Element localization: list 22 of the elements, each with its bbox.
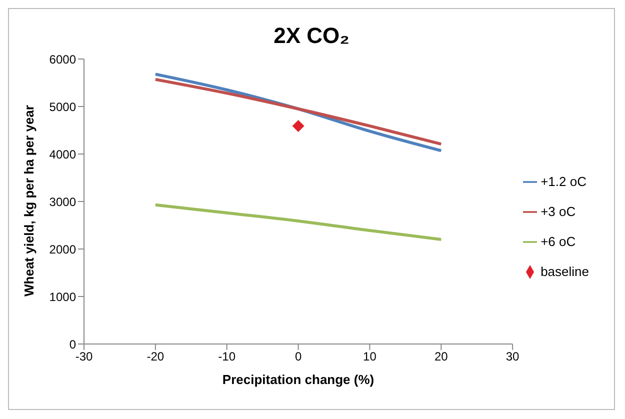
x-tick-label: 20 bbox=[434, 350, 448, 364]
x-axis-title: Precipitation change (%) bbox=[222, 372, 374, 387]
x-tick-label: 10 bbox=[363, 350, 377, 364]
legend-label: +3 oC bbox=[540, 204, 576, 218]
x-tick-label: -10 bbox=[218, 350, 236, 364]
x-tick-label: -20 bbox=[146, 350, 164, 364]
x-tick-label: 30 bbox=[506, 350, 520, 364]
legend-label: +6 oC bbox=[540, 234, 576, 248]
y-tick-label: 2000 bbox=[49, 242, 76, 256]
line-series bbox=[154, 203, 443, 241]
legend-label: +1.2 oC bbox=[540, 174, 586, 188]
legend-label: baseline bbox=[540, 264, 589, 278]
y-tick-label: 1000 bbox=[49, 290, 76, 304]
y-axis-title: Wheat yield, kg per ha per year bbox=[22, 105, 37, 296]
y-tick-label: 4000 bbox=[49, 147, 76, 162]
y-tick-label: 3000 bbox=[49, 194, 76, 209]
x-tick-label: -30 bbox=[75, 350, 93, 364]
y-tick-label: 0 bbox=[69, 337, 76, 352]
chart-title: 2X CO₂ bbox=[272, 23, 350, 49]
y-tick-label: 6000 bbox=[49, 52, 76, 66]
x-tick-label: 0 bbox=[294, 350, 302, 364]
y-tick-label: 5000 bbox=[49, 100, 76, 114]
